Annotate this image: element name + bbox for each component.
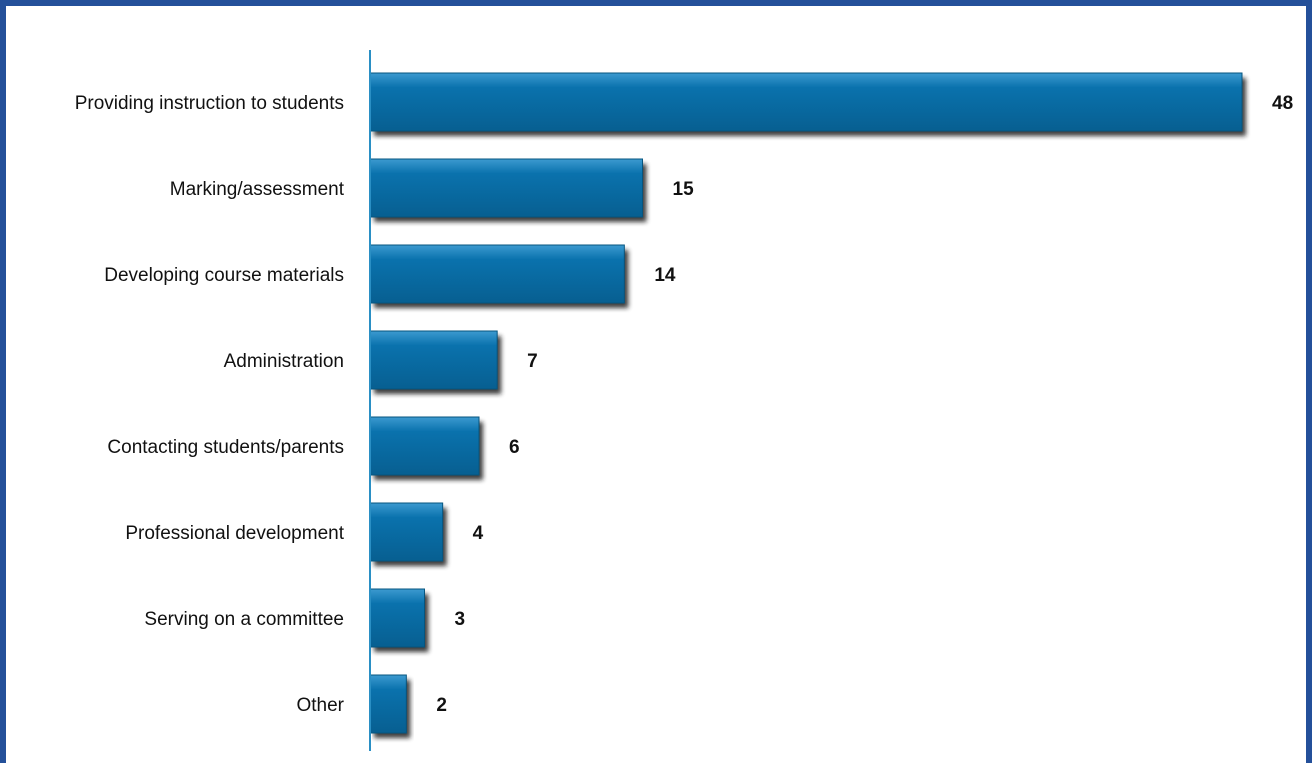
data-label: 3 [455,609,466,630]
bar [369,416,480,476]
bar [369,588,425,648]
data-label: 7 [527,351,538,372]
bar [369,330,498,390]
category-label: Marking/assessment [170,179,345,200]
data-label: 4 [473,523,484,544]
bar [369,674,407,734]
bar [369,72,1243,132]
category-label: Providing instruction to students [75,93,344,114]
category-label: Contacting students/parents [107,437,344,458]
data-label: 2 [436,695,447,716]
category-label: Serving on a committee [144,609,344,630]
data-label: 6 [509,437,520,458]
category-label: Professional development [125,523,344,544]
category-label: Administration [224,351,344,372]
bar-chart: Providing instruction to students 48 Marki… [75,50,1293,751]
bar [369,244,625,304]
data-label: 48 [1272,93,1293,114]
bar [369,158,643,218]
bar [369,502,444,562]
category-label: Other [296,695,344,716]
category-label: Developing course materials [104,265,344,286]
data-label: 15 [673,179,695,200]
data-label: 14 [654,265,676,286]
